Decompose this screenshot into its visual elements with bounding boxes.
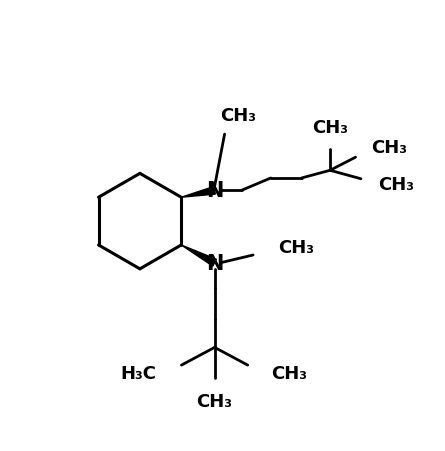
Text: N: N (206, 253, 223, 273)
Text: CH₃: CH₃ (371, 139, 407, 157)
Text: CH₃: CH₃ (220, 106, 256, 124)
Text: CH₃: CH₃ (279, 239, 315, 257)
Text: H₃C: H₃C (121, 364, 157, 382)
Text: CH₃: CH₃ (197, 392, 233, 410)
Text: CH₃: CH₃ (271, 364, 307, 382)
Text: CH₃: CH₃ (312, 119, 348, 137)
Text: CH₃: CH₃ (379, 176, 415, 194)
Polygon shape (181, 245, 216, 267)
Polygon shape (181, 187, 215, 198)
Text: N: N (206, 181, 223, 201)
